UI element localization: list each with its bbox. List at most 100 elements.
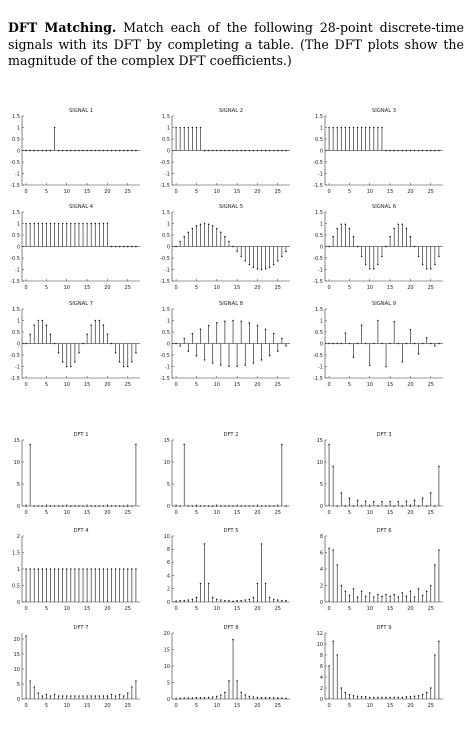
stem-marker [191, 332, 194, 335]
stem-marker [195, 225, 198, 227]
stem-marker [373, 500, 375, 503]
stem-marker [25, 568, 27, 570]
x-tick-label: 10 [64, 382, 70, 388]
stem-marker [90, 149, 92, 152]
chart-title: SIGNAL 6 [372, 204, 396, 210]
stem-marker [381, 500, 383, 503]
stem-marker [352, 694, 355, 697]
x-tick-label: 25 [275, 189, 281, 195]
y-tick-label: 10 [164, 664, 170, 670]
stem-marker [364, 342, 367, 345]
x-tick-label: 0 [327, 510, 330, 516]
x-tick-label: 0 [174, 189, 177, 195]
stem-marker [344, 126, 347, 129]
stem-marker [240, 599, 242, 602]
stem-marker [114, 505, 117, 507]
y-tick-label: 0 [167, 244, 170, 250]
stem-marker [277, 697, 279, 699]
stem-marker [377, 505, 379, 507]
stem-marker [191, 126, 194, 129]
y-tick-label: -0.5 [313, 160, 323, 166]
stem-marker [413, 695, 416, 697]
stem-marker [385, 245, 387, 248]
y-tick-label: -1 [318, 171, 323, 177]
stem-marker [114, 695, 117, 697]
stem-marker [281, 599, 283, 602]
stem-marker [82, 505, 84, 507]
x-tick-label: 5 [348, 382, 351, 388]
x-tick-label: 0 [327, 703, 330, 709]
stem-marker [272, 598, 275, 601]
stem-marker [179, 126, 181, 129]
stem-marker [348, 693, 351, 696]
stem-marker [29, 222, 31, 225]
stem-marker [248, 505, 251, 507]
x-tick-label: 20 [104, 382, 110, 388]
x-tick-label: 10 [214, 189, 220, 195]
stem-marker [203, 222, 206, 225]
chart-7: SIGNAL 7 1.5 1 0.5 0 -0.5 -1 -1.5 0 5 10 15 20 25 [10, 301, 140, 388]
stem-marker [57, 568, 60, 570]
stem-marker [33, 324, 35, 326]
y-tick-label: 1 [320, 125, 323, 131]
stem-marker [328, 342, 330, 345]
stem-marker [220, 231, 222, 233]
y-tick-label: 0.5 [12, 137, 20, 143]
stem-marker [389, 500, 391, 503]
y-tick-label: 0.5 [315, 233, 323, 239]
x-tick-label: 10 [64, 189, 70, 195]
stem-marker [78, 695, 80, 697]
stem-marker [332, 640, 334, 642]
stem-marker [86, 333, 88, 336]
chart-1: SIGNAL 1 1.5 1 0.5 0 -0.5 -1 -1.5 0 5 10 15 20 25 [10, 108, 140, 195]
stem-marker [438, 342, 440, 345]
stem-marker [74, 361, 76, 363]
stem-marker [179, 697, 181, 700]
stem-marker [389, 696, 391, 699]
stem-marker [53, 222, 56, 225]
y-tick-label: 8 [320, 534, 323, 540]
stem-marker [94, 149, 96, 152]
stem-marker [179, 345, 181, 347]
stem-marker [272, 263, 275, 266]
stem-marker [61, 222, 64, 225]
stem-marker [430, 342, 432, 345]
stem-marker [377, 696, 379, 699]
y-tick-label: -1.5 [313, 376, 323, 382]
stem-marker [191, 598, 194, 601]
stem-marker [175, 342, 177, 345]
stem-marker [364, 126, 367, 129]
stem-marker [332, 126, 334, 129]
stem-marker [25, 222, 27, 225]
y-tick-label: -1 [15, 171, 20, 177]
stem-marker [82, 695, 84, 697]
stem-marker [385, 149, 387, 152]
x-tick-label: 25 [125, 606, 131, 612]
stem-marker [373, 342, 375, 345]
y-tick-label: 1 [320, 221, 323, 227]
x-tick-label: 20 [104, 510, 110, 516]
x-tick-label: 20 [254, 703, 260, 709]
x-tick-label: 10 [64, 703, 70, 709]
stem-marker [389, 342, 391, 345]
stem-marker [264, 268, 267, 270]
stem-marker [187, 350, 190, 352]
x-tick-label: 20 [407, 285, 413, 291]
y-tick-label: -1 [318, 267, 323, 273]
stem-marker [381, 255, 383, 258]
x-tick-label: 0 [174, 285, 177, 291]
stem-marker [277, 260, 279, 262]
y-tick-label: 5 [167, 482, 170, 488]
x-tick-label: 20 [254, 189, 260, 195]
stem-marker [127, 692, 129, 694]
y-tick-label: 1.5 [162, 114, 170, 120]
stem-marker [228, 240, 230, 243]
y-tick-label: 0 [167, 148, 170, 154]
stem-marker [224, 691, 226, 694]
stem-marker [183, 697, 185, 699]
stem-marker [207, 696, 210, 699]
x-tick-label: 15 [84, 510, 90, 516]
stem-marker [421, 693, 424, 696]
x-tick-label: 10 [367, 703, 373, 709]
stem-marker [175, 505, 177, 507]
